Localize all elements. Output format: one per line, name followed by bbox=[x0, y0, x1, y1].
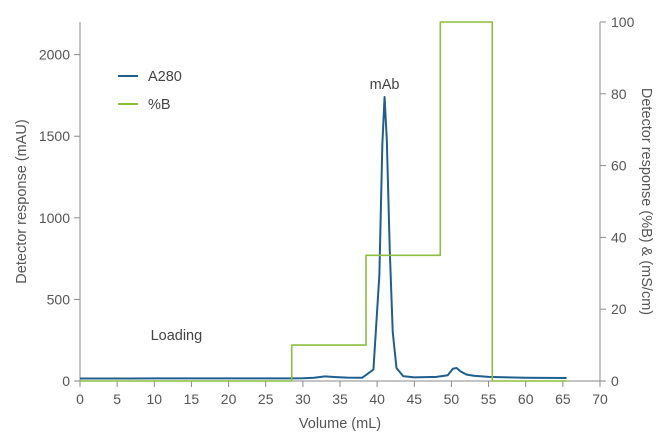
left-y-ticks-group: 0 500 1000 1500 2000 bbox=[39, 47, 80, 389]
y2-tick-label: 100 bbox=[611, 14, 635, 30]
left-y-axis-title: Detector response (mAU) bbox=[14, 119, 30, 283]
x-tick-label: 10 bbox=[146, 391, 162, 407]
x-tick-label: 15 bbox=[184, 391, 200, 407]
x-ticks-group: 0 5 10 15 20 25 30 35 40 45 50 55 60 65 70 bbox=[76, 381, 608, 407]
x-tick-label: 65 bbox=[555, 391, 571, 407]
y-tick-label: 0 bbox=[62, 373, 70, 389]
y2-tick-label: 80 bbox=[611, 86, 627, 102]
y2-tick-label: 40 bbox=[611, 229, 627, 245]
right-y-ticks-group: 0 20 40 60 80 100 bbox=[600, 14, 635, 389]
y-tick-label: 2000 bbox=[39, 47, 70, 63]
x-tick-label: 35 bbox=[332, 391, 348, 407]
series-line-percent-b bbox=[80, 21, 567, 382]
x-tick-label: 50 bbox=[444, 391, 460, 407]
x-tick-label: 20 bbox=[221, 391, 237, 407]
x-tick-label: 30 bbox=[295, 391, 311, 407]
x-tick-label: 25 bbox=[258, 391, 274, 407]
legend: A280 %B bbox=[118, 69, 182, 113]
x-tick-label: 0 bbox=[76, 391, 84, 407]
x-tick-label: 40 bbox=[369, 391, 385, 407]
legend-label-a280: A280 bbox=[148, 69, 182, 85]
annotation-mab: mAb bbox=[370, 77, 400, 93]
series-line-a280 bbox=[79, 96, 567, 380]
y-tick-label: 1500 bbox=[39, 128, 70, 144]
y2-tick-label: 0 bbox=[611, 373, 619, 389]
x-axis-title: Volume (mL) bbox=[299, 416, 381, 432]
x-tick-label: 60 bbox=[518, 391, 534, 407]
x-tick-label: 55 bbox=[481, 391, 497, 407]
y2-tick-label: 60 bbox=[611, 158, 627, 174]
legend-label-percent-b: %B bbox=[148, 97, 171, 113]
y-tick-label: 1000 bbox=[39, 210, 70, 226]
annotation-loading: Loading bbox=[151, 328, 203, 344]
x-tick-label: 70 bbox=[592, 391, 608, 407]
series-layer bbox=[79, 21, 567, 382]
x-tick-label: 5 bbox=[113, 391, 121, 407]
x-tick-label: 45 bbox=[406, 391, 422, 407]
y-tick-label: 500 bbox=[47, 291, 71, 307]
y2-tick-label: 20 bbox=[611, 301, 627, 317]
right-y-axis-title: Detector response (%B) & (mS/cm) bbox=[638, 88, 654, 315]
